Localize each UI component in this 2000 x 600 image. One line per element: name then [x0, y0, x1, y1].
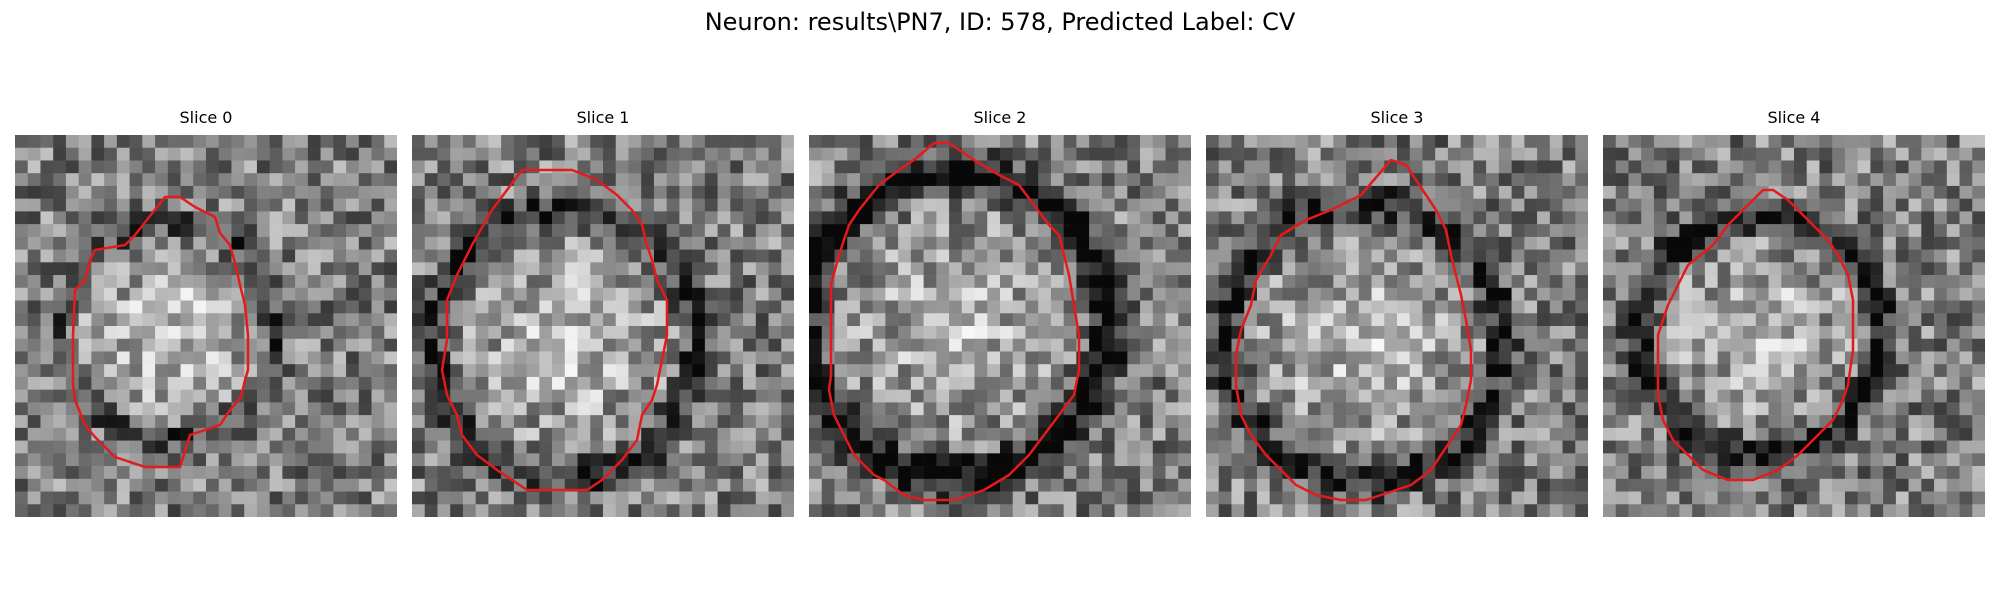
slice-image: [1206, 135, 1588, 517]
cell-contour: [1656, 188, 1855, 482]
slice-title: Slice 2: [973, 108, 1027, 127]
slice-panel-2: Slice 2: [809, 108, 1191, 517]
cell-contour: [71, 195, 250, 469]
slice-panel-0: Slice 0: [15, 108, 397, 517]
slice-title: Slice 4: [1767, 108, 1821, 127]
slice-image: [1603, 135, 1985, 517]
slice-title: Slice 3: [1370, 108, 1424, 127]
slice-panel-4: Slice 4: [1603, 108, 1985, 517]
pixel-grid: [1206, 135, 1588, 517]
slice-panel-3: Slice 3: [1206, 108, 1588, 517]
slice-title: Slice 0: [179, 108, 233, 127]
cell-contour: [440, 168, 669, 492]
pixel-grid: [15, 135, 397, 517]
figure-title: Neuron: results\PN7, ID: 578, Predicted …: [704, 8, 1296, 36]
pixel-grid: [809, 135, 1191, 517]
pixel-grid: [412, 135, 794, 517]
slice-image: [15, 135, 397, 517]
slice-panel-1: Slice 1: [412, 108, 794, 517]
slice-image: [412, 135, 794, 517]
pixel-grid: [1603, 135, 1985, 517]
cell-contour: [827, 141, 1081, 502]
cell-contour: [1234, 158, 1473, 502]
slice-image: [809, 135, 1191, 517]
slice-title: Slice 1: [576, 108, 630, 127]
